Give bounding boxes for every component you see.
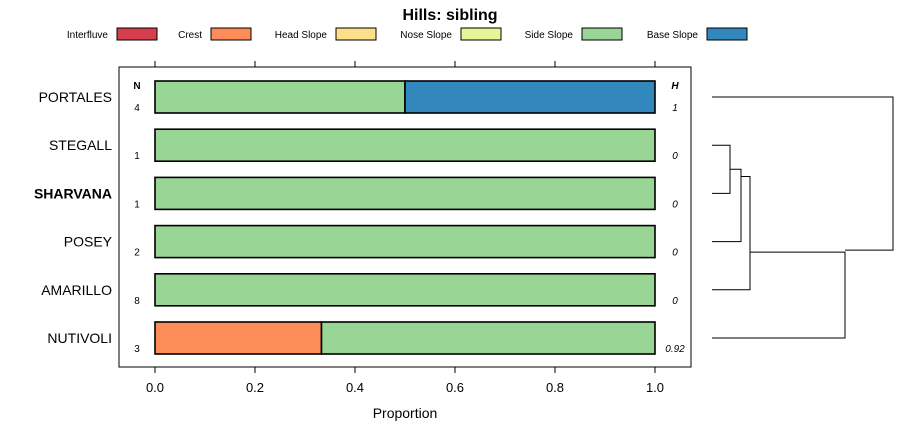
legend-item-side-slope: Side Slope: [525, 27, 623, 41]
dendrogram-branch: [712, 168, 742, 243]
legend-label: Head Slope: [275, 30, 328, 41]
category-labels: PORTALES STEGALL SHARVANA POSEY AMARILLO NUTI…: [34, 89, 113, 346]
bar-segment-side-slope: [320, 321, 656, 355]
n-value: 1: [134, 199, 140, 210]
bar-row-nutivoli: 3 0.92: [134, 321, 685, 355]
category-label: POSEY: [64, 234, 113, 250]
legend-label: Interfluve: [67, 30, 109, 41]
plot-area: 0.0 0.2 0.4 0.6 0.8 1.0N H4 11 01 02 08 03 0.92: [118, 61, 692, 395]
legend-swatch: [210, 27, 252, 41]
x-tick-label: 0.2: [246, 380, 264, 395]
h-value: 0: [672, 151, 678, 162]
category-label: STEGALL: [49, 137, 112, 153]
n-value: 2: [134, 248, 140, 259]
category-label: PORTALES: [39, 89, 112, 105]
dendrogram-branch: [712, 96, 894, 251]
category-label: AMARILLO: [41, 282, 112, 298]
legend-label: Side Slope: [525, 30, 574, 41]
n-value: 3: [134, 344, 140, 355]
legend: Interfluve Crest Head Slope Nose Slope Side …: [67, 27, 748, 41]
h-value: 0.92: [665, 344, 685, 355]
legend-swatch: [116, 27, 158, 41]
category-label: SHARVANA: [34, 185, 112, 201]
legend-item-nose-slope: Nose Slope: [400, 27, 502, 41]
x-tick-label: 0.8: [546, 380, 564, 395]
bar-segment-base-slope: [404, 80, 656, 114]
bar-segment-side-slope: [154, 272, 656, 307]
bar-segment-side-slope: [154, 224, 656, 259]
bar-segment-side-slope: [154, 176, 656, 211]
legend-item-head-slope: Head Slope: [275, 27, 377, 41]
h-value: 0: [672, 199, 678, 210]
n-value: 1: [134, 151, 140, 162]
x-tick-label: 1.0: [646, 380, 664, 395]
h-value: 0: [672, 248, 678, 259]
legend-swatch: [581, 27, 623, 41]
dendrogram-branch: [712, 144, 731, 194]
bar-segment-side-slope: [154, 128, 656, 162]
legend-swatch: [706, 27, 748, 41]
category-label: NUTIVOLI: [47, 330, 112, 346]
chart-title: Hills: sibling: [402, 7, 497, 24]
legend-label: Base Slope: [647, 30, 699, 41]
legend-label: Crest: [178, 30, 202, 41]
dendrogram-branch: [712, 175, 751, 291]
h-value: 1: [672, 103, 678, 114]
plot-frame: [118, 66, 692, 368]
legend-label: Nose Slope: [400, 30, 452, 41]
legend-swatch: [460, 27, 502, 41]
h-value: 0: [672, 296, 678, 307]
n-value: 8: [134, 296, 140, 307]
bar-segment-crest: [154, 321, 323, 355]
x-tick-label: 0.4: [346, 380, 364, 395]
dendrogram: [712, 96, 894, 339]
n-value: 4: [134, 103, 140, 114]
legend-item-crest: Crest: [178, 27, 252, 41]
dendrogram-branch: [712, 251, 846, 339]
n-header: N: [133, 81, 140, 92]
legend-item-interfluve: Interfluve: [67, 27, 158, 41]
h-header: H: [671, 81, 679, 92]
legend-swatch: [335, 27, 377, 41]
x-axis-title: Proportion: [373, 405, 438, 421]
x-tick-label: 0.6: [446, 380, 464, 395]
legend-item-base-slope: Base Slope: [647, 27, 748, 41]
x-tick-label: 0.0: [146, 380, 164, 395]
bar-segment-side-slope: [154, 80, 406, 114]
